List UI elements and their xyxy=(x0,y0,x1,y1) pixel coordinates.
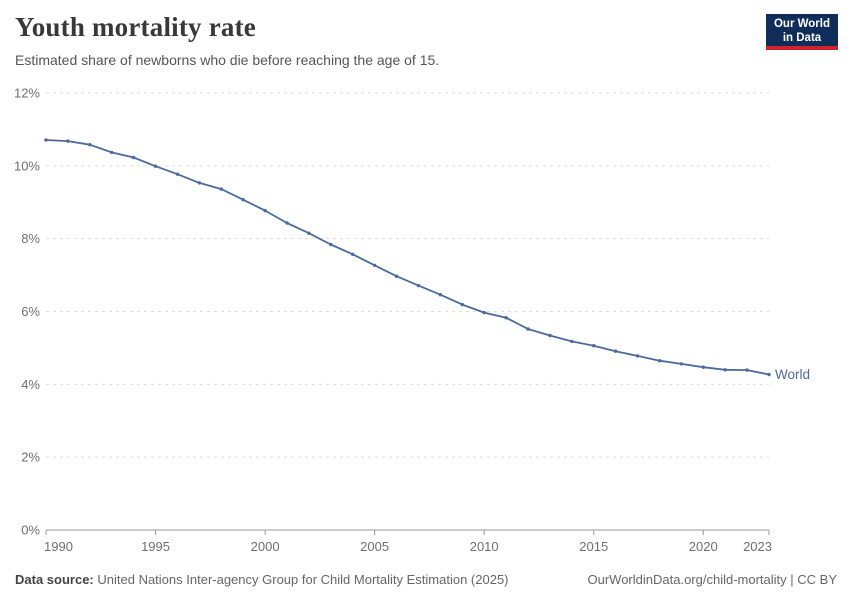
x-tick-label-2000: 2000 xyxy=(251,539,280,554)
data-point-2000[interactable] xyxy=(263,208,267,213)
y-tick-label-8: 8% xyxy=(21,231,40,246)
data-point-2012[interactable] xyxy=(526,327,530,331)
data-point-2019[interactable] xyxy=(679,362,684,366)
page-title: Youth mortality rate xyxy=(15,12,256,42)
data-point-2002[interactable] xyxy=(307,231,311,235)
data-point-2009[interactable] xyxy=(460,302,464,307)
owid-logo-line1: Our World xyxy=(773,18,830,30)
series-line-world[interactable] xyxy=(45,139,770,376)
data-point-2022[interactable] xyxy=(745,368,749,372)
y-tick-label-0: 0% xyxy=(21,523,40,538)
data-point-2005[interactable] xyxy=(372,263,377,267)
data-point-2016[interactable] xyxy=(613,349,618,353)
owid-logo[interactable]: Our World in Data xyxy=(766,14,838,50)
data-source-text: United Nations Inter-agency Group for Ch… xyxy=(97,572,509,587)
line-chart[interactable]: 0% 2% 4% 6% 8% 10% 12% 1990 1995 2000 2005 2010 2015… xyxy=(0,80,850,570)
data-point-2010[interactable] xyxy=(482,310,486,315)
data-point-2003[interactable] xyxy=(329,242,333,247)
chart-subtitle: Estimated share of newborns who die befo… xyxy=(15,52,440,68)
data-point-2001[interactable] xyxy=(285,221,289,225)
data-point-1993[interactable] xyxy=(110,150,114,155)
data-point-2013[interactable] xyxy=(548,333,552,338)
data-point-1997[interactable] xyxy=(197,181,202,185)
data-source: Data source: United Nations Inter-agency… xyxy=(15,572,509,587)
footer-link[interactable]: OurWorldinData.org/child-mortality | CC … xyxy=(587,572,838,587)
data-point-1992[interactable] xyxy=(88,143,92,147)
x-tick-label-2010: 2010 xyxy=(470,539,499,554)
owid-logo-line2: in Data xyxy=(782,32,822,44)
data-point-1996[interactable] xyxy=(175,172,180,176)
data-point-2023[interactable] xyxy=(767,372,771,377)
data-point-1991[interactable] xyxy=(66,139,70,143)
data-source-label: Data source: xyxy=(15,572,94,587)
data-point-1994[interactable] xyxy=(131,155,136,160)
y-tick-label-2: 2% xyxy=(21,450,40,465)
data-point-2017[interactable] xyxy=(635,354,640,358)
data-point-1995[interactable] xyxy=(153,164,158,168)
x-tick-label-1995: 1995 xyxy=(141,539,170,554)
data-point-2007[interactable] xyxy=(416,283,421,288)
data-point-1990[interactable] xyxy=(44,138,48,142)
data-point-2008[interactable] xyxy=(438,293,443,297)
data-point-1999[interactable] xyxy=(241,198,245,202)
data-point-2021[interactable] xyxy=(723,368,727,372)
x-tick-label-1990: 1990 xyxy=(44,539,73,554)
x-tick-label-2020: 2020 xyxy=(689,539,718,554)
chart-footer: Data source: United Nations Inter-agency… xyxy=(15,572,837,587)
x-tick-label-2015: 2015 xyxy=(579,539,608,554)
y-tick-label-10: 10% xyxy=(14,158,40,173)
series-label-world[interactable]: World xyxy=(775,367,810,382)
y-tick-label-12: 12% xyxy=(14,86,40,101)
data-point-2018[interactable] xyxy=(657,359,662,363)
y-tick-label-6: 6% xyxy=(21,304,40,319)
data-point-2011[interactable] xyxy=(504,316,508,320)
x-tick-label-2005: 2005 xyxy=(360,539,389,554)
data-point-2006[interactable] xyxy=(394,274,399,278)
data-point-2015[interactable] xyxy=(592,344,596,348)
data-point-2020[interactable] xyxy=(701,365,705,369)
x-tick-label-2023: 2023 xyxy=(743,539,772,554)
data-point-1998[interactable] xyxy=(219,187,223,191)
data-point-2004[interactable] xyxy=(351,252,355,256)
data-point-2014[interactable] xyxy=(570,339,574,344)
y-tick-label-4: 4% xyxy=(21,377,40,392)
